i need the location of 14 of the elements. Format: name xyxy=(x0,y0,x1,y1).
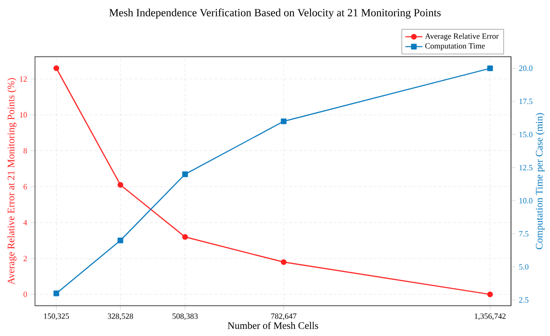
point xyxy=(280,259,287,265)
y2-axis-title: Computation Time per Case (min) xyxy=(536,113,545,250)
point xyxy=(118,238,124,244)
point xyxy=(280,118,287,124)
x-axis-title: Number of Mesh Cells xyxy=(228,322,318,329)
point xyxy=(182,171,188,178)
point xyxy=(487,66,493,72)
point xyxy=(118,182,124,188)
chart-title: Mesh Independence Verification Based on Velocity at 21 Monitoring Points xyxy=(109,8,441,19)
y-axis-title: Average Relative Error at 21 Monitoring Points (%) xyxy=(7,78,16,285)
point xyxy=(487,292,493,298)
point xyxy=(53,290,60,296)
point xyxy=(182,234,188,240)
point xyxy=(53,65,60,72)
